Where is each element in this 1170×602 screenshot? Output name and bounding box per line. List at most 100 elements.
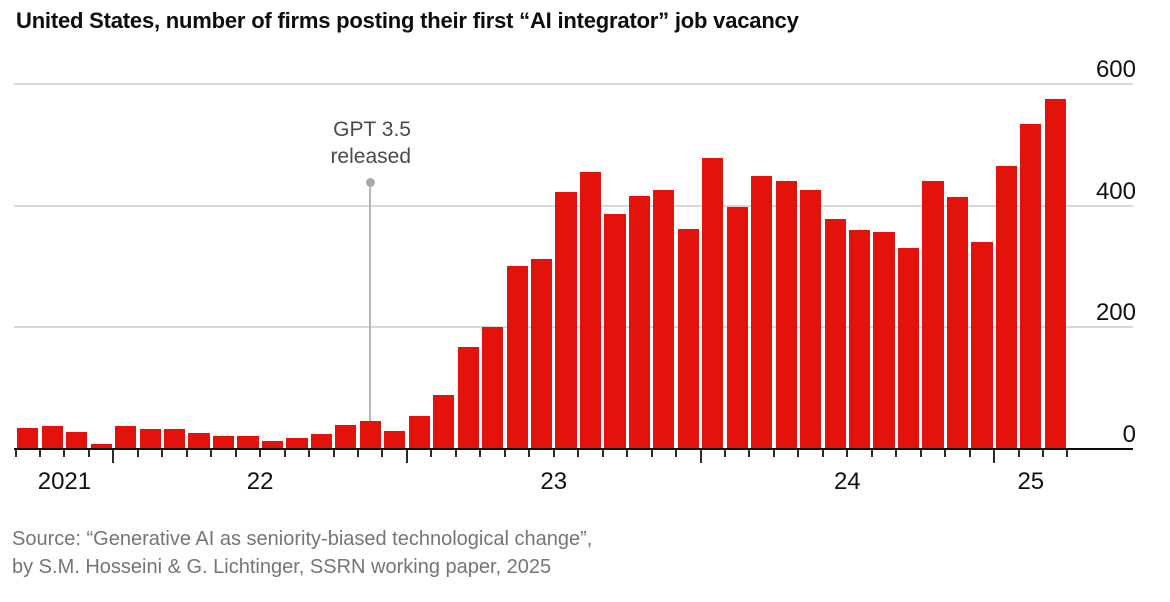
y-axis-label-0: 0 <box>1122 421 1136 448</box>
bar-2024-12 <box>971 242 993 449</box>
bar-2022-03 <box>163 428 186 449</box>
bar-2024-08 <box>873 231 895 449</box>
bar-2024-09 <box>897 247 920 449</box>
x-axis-tick <box>821 450 824 457</box>
x-axis-tick <box>14 450 17 457</box>
bar-2023-10 <box>628 195 650 449</box>
x-axis-tick <box>772 450 775 457</box>
x-axis-tick <box>161 450 164 457</box>
bar-2024-05 <box>800 190 822 449</box>
bar-2021-12 <box>90 444 112 449</box>
x-axis-tick <box>479 450 482 457</box>
bar-2022-09 <box>310 433 332 449</box>
bar-2024-07 <box>849 230 871 449</box>
x-axis-label-25: 25 <box>1017 468 1045 495</box>
x-axis-tick <box>895 450 898 457</box>
bar-2023-08 <box>579 172 602 449</box>
x-axis-tick <box>1017 450 1020 457</box>
bar-2024-03 <box>751 176 773 449</box>
x-axis-tick <box>503 450 506 457</box>
bar-2023-03 <box>457 347 479 449</box>
bar-2025-03 <box>1044 99 1066 449</box>
bar-2025-02 <box>1020 123 1042 449</box>
x-axis-tick <box>381 450 384 457</box>
bar-2021-10 <box>41 426 63 449</box>
x-axis-tick <box>210 450 213 457</box>
source-note: Source: “Generative AI as seniority-bias… <box>12 525 592 581</box>
bar-2022-10 <box>335 424 357 449</box>
x-axis-tick-year <box>699 450 702 463</box>
bar-2024-01 <box>702 157 724 449</box>
x-axis-tick <box>870 450 873 457</box>
bar-2023-01 <box>408 416 430 449</box>
chart-title: United States, number of firms posting t… <box>16 8 799 33</box>
x-axis-tick-year <box>112 450 115 463</box>
x-axis-line <box>14 448 1133 450</box>
annotation-pointer-line <box>369 187 372 422</box>
x-axis-tick-year <box>993 450 996 463</box>
bar-2022-12 <box>384 431 406 449</box>
bar-2023-11 <box>653 189 675 449</box>
bar-2022-11 <box>359 421 381 449</box>
x-axis-tick <box>63 450 66 457</box>
x-axis-tick <box>87 450 90 457</box>
bar-2023-07 <box>555 192 577 449</box>
y-axis-label-200: 200 <box>1095 299 1136 327</box>
bar-2022-07 <box>261 441 284 449</box>
x-axis-tick <box>675 450 678 457</box>
gridline-600 <box>14 83 1133 85</box>
x-axis-label-22: 22 <box>246 468 274 495</box>
source-line1: Source: “Generative AI as seniority-bias… <box>12 528 593 550</box>
bar-2021-11 <box>66 431 88 449</box>
bar-2024-10 <box>922 181 944 449</box>
x-axis-label-24: 24 <box>833 468 861 495</box>
x-axis-tick <box>846 450 849 457</box>
annotation-dot <box>365 178 375 187</box>
x-axis-tick <box>308 450 311 457</box>
bar-2022-02 <box>139 428 161 449</box>
x-axis-tick <box>185 450 188 457</box>
bar-2024-11 <box>946 196 969 449</box>
bar-2022-01 <box>115 425 137 449</box>
x-axis-tick <box>919 450 922 457</box>
x-axis-tick <box>797 450 800 457</box>
x-axis-tick <box>332 450 335 457</box>
bar-2022-05 <box>212 435 235 449</box>
bar-2024-06 <box>824 219 846 449</box>
x-axis-tick <box>1042 450 1045 457</box>
x-axis-tick <box>968 450 971 457</box>
bar-2023-04 <box>482 326 504 449</box>
x-axis-tick-year <box>405 450 408 463</box>
bar-2021-09 <box>17 427 39 449</box>
x-axis-label-23: 23 <box>540 468 568 495</box>
x-axis-tick <box>1066 450 1069 457</box>
x-axis-tick <box>430 450 433 457</box>
x-axis-tick <box>626 450 629 457</box>
bar-2023-02 <box>433 394 455 449</box>
x-axis-tick <box>552 450 555 457</box>
annotation-gpt35: GPT 3.5 released <box>330 116 411 170</box>
x-axis-tick <box>234 450 237 457</box>
x-axis-label-2021: 2021 <box>37 468 92 495</box>
y-axis-label-600: 600 <box>1095 56 1136 83</box>
x-axis-tick <box>38 450 41 457</box>
bar-2023-05 <box>506 265 528 449</box>
bar-2023-12 <box>677 228 699 449</box>
bar-2023-06 <box>530 259 553 449</box>
x-axis-tick <box>357 450 359 457</box>
x-axis-tick <box>454 450 457 457</box>
x-axis-tick <box>944 450 947 457</box>
bar-2022-08 <box>286 438 308 449</box>
x-axis-tick <box>259 450 262 457</box>
x-axis-tick <box>577 450 580 457</box>
bar-2022-04 <box>188 433 210 449</box>
y-axis-label-400: 400 <box>1095 177 1136 205</box>
bar-2025-01 <box>995 166 1017 449</box>
x-axis-tick <box>136 450 139 457</box>
annotation-line2: released <box>330 145 411 168</box>
x-axis-tick <box>723 450 726 457</box>
annotation-line1: GPT 3.5 <box>333 118 411 141</box>
x-axis-tick <box>283 450 286 457</box>
x-axis-tick <box>528 450 531 457</box>
